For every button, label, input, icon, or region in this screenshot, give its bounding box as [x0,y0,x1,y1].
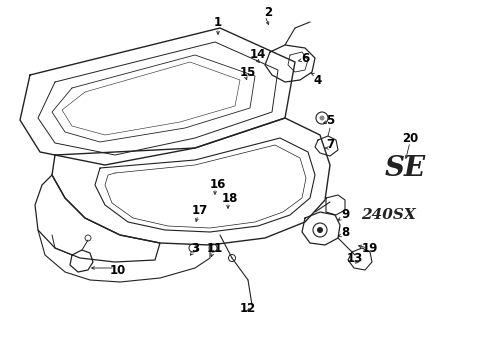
Circle shape [319,116,324,121]
Text: 3: 3 [191,242,199,255]
Text: 4: 4 [314,73,322,86]
Text: 16: 16 [210,179,226,192]
Text: 7: 7 [326,139,334,152]
Text: 2: 2 [264,5,272,18]
Text: 6: 6 [301,51,309,64]
Text: 13: 13 [347,252,363,265]
Text: 9: 9 [341,208,349,221]
Circle shape [317,227,323,233]
Text: 12: 12 [240,302,256,315]
Text: 17: 17 [192,203,208,216]
Text: 11: 11 [207,242,223,255]
Text: 240SX: 240SX [361,208,416,222]
Text: SE: SE [385,154,425,181]
Text: 10: 10 [110,264,126,276]
Text: 5: 5 [326,113,334,126]
Text: 8: 8 [341,225,349,238]
Text: 14: 14 [250,49,266,62]
Text: 19: 19 [362,242,378,255]
Text: 20: 20 [402,131,418,144]
Text: 1: 1 [214,15,222,28]
Text: 15: 15 [240,66,256,78]
Text: 18: 18 [222,192,238,204]
